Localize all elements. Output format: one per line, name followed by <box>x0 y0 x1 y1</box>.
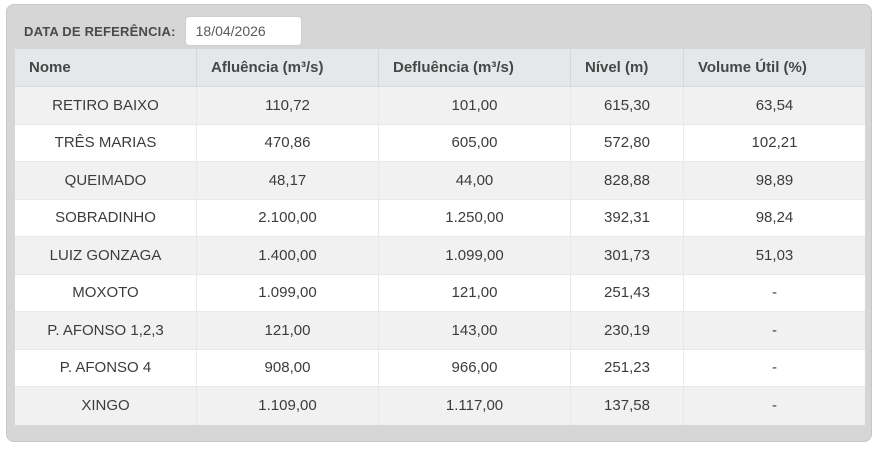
column-header-defluencia: Defluência (m³/s) <box>379 49 571 87</box>
cell-nivel: 828,88 <box>571 162 684 200</box>
cell-defluencia: 1.099,00 <box>379 237 571 275</box>
table-row: XINGO 1.109,00 1.117,00 137,58- <box>15 387 865 425</box>
table-row: QUEIMADO 48,17 44,00 828,88 98,89 <box>15 162 865 200</box>
cell-volume-util: 63,54 <box>684 87 865 125</box>
cell-volume-util: - <box>684 312 865 350</box>
cell-nivel: 301,73 <box>571 237 684 275</box>
cell-nivel: 137,58 <box>571 387 684 425</box>
cell-afluencia: 908,00 <box>197 349 379 387</box>
cell-afluencia: 121,00 <box>197 312 379 350</box>
cell-afluencia: 1.099,00 <box>197 274 379 312</box>
cell-nome: LUIZ GONZAGA <box>15 237 197 275</box>
reservoir-panel: DATA DE REFERÊNCIA: Nome Afluência (m³/s… <box>6 4 872 442</box>
cell-defluencia: 966,00 <box>379 349 571 387</box>
cell-volume-util: - <box>684 274 865 312</box>
cell-nome: MOXOTO <box>15 274 197 312</box>
cell-nome: P. AFONSO 1,2,3 <box>15 312 197 350</box>
cell-afluencia: 2.100,00 <box>197 199 379 237</box>
column-header-afluencia: Afluência (m³/s) <box>197 49 379 87</box>
cell-defluencia: 605,00 <box>379 124 571 162</box>
cell-nome: QUEIMADO <box>15 162 197 200</box>
table-row: TRÊS MARIAS 470,86 605,00 572,80 102,21 <box>15 124 865 162</box>
cell-defluencia: 143,00 <box>379 312 571 350</box>
cell-volume-util: 98,89 <box>684 162 865 200</box>
table-row: P. AFONSO 1,2,3 121,00 143,00 230,19- <box>15 312 865 350</box>
table-row: LUIZ GONZAGA 1.400,00 1.099,00 301,73 51,03 <box>15 237 865 275</box>
reference-date-input[interactable] <box>184 16 302 46</box>
cell-nome: RETIRO BAIXO <box>15 87 197 125</box>
table-header: Nome Afluência (m³/s) Defluência (m³/s) … <box>15 49 865 87</box>
reference-date-label: DATA DE REFERÊNCIA: <box>24 23 176 39</box>
table-body: RETIRO BAIXO 110,72 101,00 615,30 63,54 TRÊS … <box>15 87 865 425</box>
cell-volume-util: 102,21 <box>684 124 865 162</box>
cell-nivel: 230,19 <box>571 312 684 350</box>
cell-nivel: 251,23 <box>571 349 684 387</box>
column-header-volume-util: Volume Útil (%) <box>684 49 865 87</box>
column-header-nivel: Nível (m) <box>571 49 684 87</box>
cell-afluencia: 1.109,00 <box>197 387 379 425</box>
cell-afluencia: 470,86 <box>197 124 379 162</box>
cell-defluencia: 44,00 <box>379 162 571 200</box>
table-row: SOBRADINHO 2.100,00 1.250,00 392,31 98,24 <box>15 199 865 237</box>
cell-afluencia: 1.400,00 <box>197 237 379 275</box>
cell-volume-util: 98,24 <box>684 199 865 237</box>
cell-volume-util: - <box>684 387 865 425</box>
cell-nivel: 615,30 <box>571 87 684 125</box>
cell-defluencia: 1.250,00 <box>379 199 571 237</box>
cell-nivel: 572,80 <box>571 124 684 162</box>
cell-nivel: 251,43 <box>571 274 684 312</box>
cell-volume-util: 51,03 <box>684 237 865 275</box>
cell-nivel: 392,31 <box>571 199 684 237</box>
cell-defluencia: 101,00 <box>379 87 571 125</box>
table-row: P. AFONSO 4 908,00 966,00 251,23- <box>15 349 865 387</box>
cell-nome: SOBRADINHO <box>15 199 197 237</box>
cell-defluencia: 121,00 <box>379 274 571 312</box>
cell-afluencia: 48,17 <box>197 162 379 200</box>
column-header-nome: Nome <box>15 49 197 87</box>
cell-defluencia: 1.117,00 <box>379 387 571 425</box>
cell-nome: P. AFONSO 4 <box>15 349 197 387</box>
cell-nome: XINGO <box>15 387 197 425</box>
reference-date-bar: DATA DE REFERÊNCIA: <box>15 13 863 49</box>
cell-nome: TRÊS MARIAS <box>15 124 197 162</box>
table-row: RETIRO BAIXO 110,72 101,00 615,30 63,54 <box>15 87 865 125</box>
cell-volume-util: - <box>684 349 865 387</box>
cell-afluencia: 110,72 <box>197 87 379 125</box>
reservoir-table: Nome Afluência (m³/s) Defluência (m³/s) … <box>15 49 865 425</box>
table-row: MOXOTO 1.099,00 121,00 251,43- <box>15 274 865 312</box>
